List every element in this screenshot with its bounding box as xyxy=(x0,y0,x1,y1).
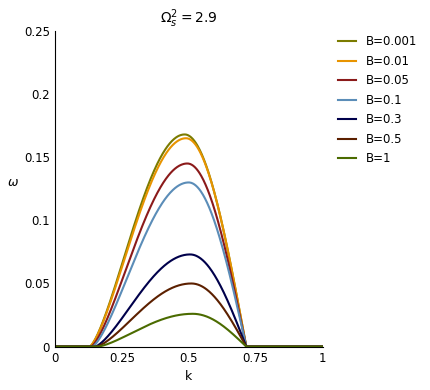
Legend: B=0.001, B=0.01, B=0.05, B=0.1, B=0.3, B=0.5, B=1: B=0.001, B=0.01, B=0.05, B=0.1, B=0.3, B… xyxy=(334,30,422,170)
Y-axis label: $\omega$: $\omega$ xyxy=(7,176,19,189)
Title: $\Omega_s^2=2.9$: $\Omega_s^2=2.9$ xyxy=(160,7,218,30)
X-axis label: k: k xyxy=(185,370,192,383)
